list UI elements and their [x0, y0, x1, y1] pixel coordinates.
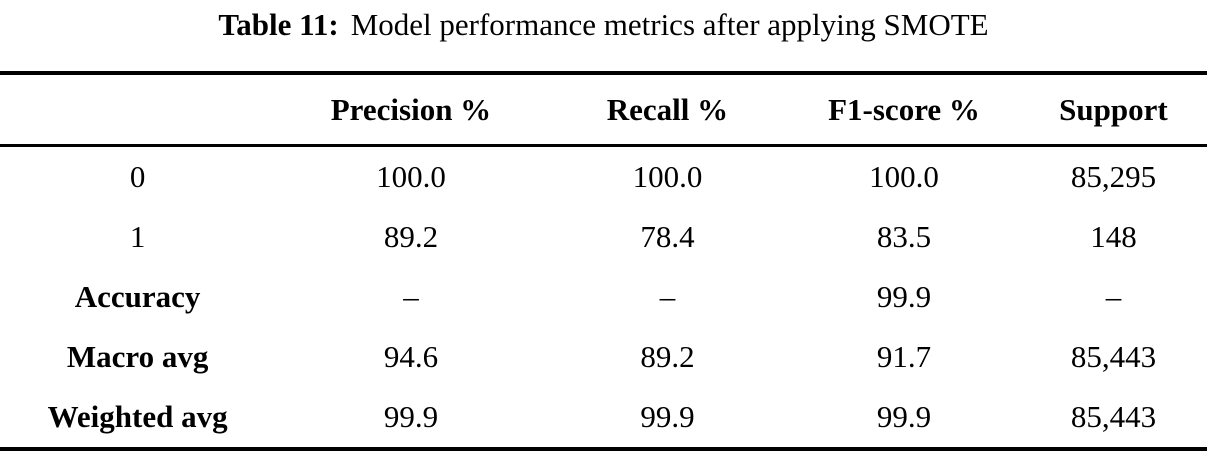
header-row: Precision % Recall % F1-score % Support	[0, 73, 1207, 147]
table-caption: Table 11: Model performance metrics after…	[0, 0, 1207, 45]
cell-precision: –	[403, 279, 419, 314]
row-label: Accuracy	[74, 279, 201, 314]
cell-support: –	[1105, 279, 1122, 314]
header-f1-score: F1-score %	[788, 73, 1020, 147]
cell-f1-score: 99.9	[876, 279, 932, 314]
cell-f1-score: 99.9	[876, 399, 932, 434]
table-row-class-0: 0 100.0 100.0 100.0 85,295	[0, 146, 1207, 208]
table-row-macro-avg: Macro avg 94.6 89.2 91.7 85,443	[0, 327, 1207, 387]
cell-support: 148	[1090, 219, 1137, 254]
cell-recall: 100.0	[632, 159, 703, 194]
cell-f1-score: 100.0	[869, 159, 939, 194]
cell-recall: 89.2	[640, 339, 695, 374]
header-recall: Recall %	[546, 73, 789, 147]
cell-support: 85,295	[1070, 159, 1157, 194]
table-row-accuracy: Accuracy – – 99.9 –	[0, 267, 1207, 327]
metrics-table: Precision % Recall % F1-score % Support …	[0, 71, 1207, 451]
cell-support: 85,443	[1070, 399, 1157, 434]
table-row-weighted-avg: Weighted avg 99.9 99.9 99.9 85,443	[0, 387, 1207, 449]
row-label: 1	[129, 219, 146, 254]
caption-label: Table 11:	[218, 7, 339, 42]
cell-precision: 89.2	[383, 219, 439, 254]
cell-precision: 94.6	[383, 339, 439, 374]
header-support: Support	[1019, 73, 1207, 147]
caption-text: Model performance metrics after applying…	[350, 7, 989, 42]
row-label: 0	[129, 159, 146, 194]
cell-precision: 100.0	[376, 159, 446, 194]
row-label: Macro avg	[66, 339, 209, 374]
cell-f1-score: 91.7	[876, 339, 932, 374]
cell-f1-score: 83.5	[876, 219, 932, 254]
table-row-class-1: 1 89.2 78.4 83.5 148	[0, 207, 1207, 267]
header-precision: Precision %	[275, 73, 547, 147]
header-empty	[0, 73, 276, 147]
row-label: Weighted avg	[47, 399, 228, 434]
cell-recall: 78.4	[640, 219, 695, 254]
cell-recall: –	[659, 279, 676, 314]
cell-precision: 99.9	[383, 399, 439, 434]
cell-recall: 99.9	[640, 399, 695, 434]
cell-support: 85,443	[1070, 339, 1157, 374]
